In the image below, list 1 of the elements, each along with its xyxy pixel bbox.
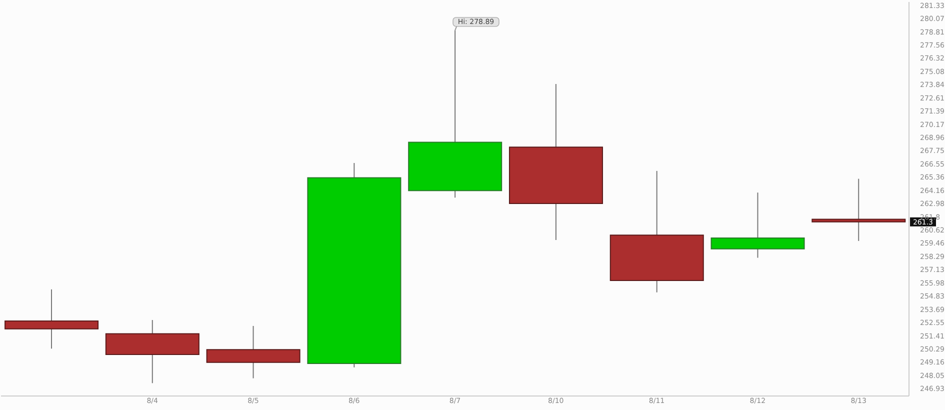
candlestick (812, 178, 906, 241)
